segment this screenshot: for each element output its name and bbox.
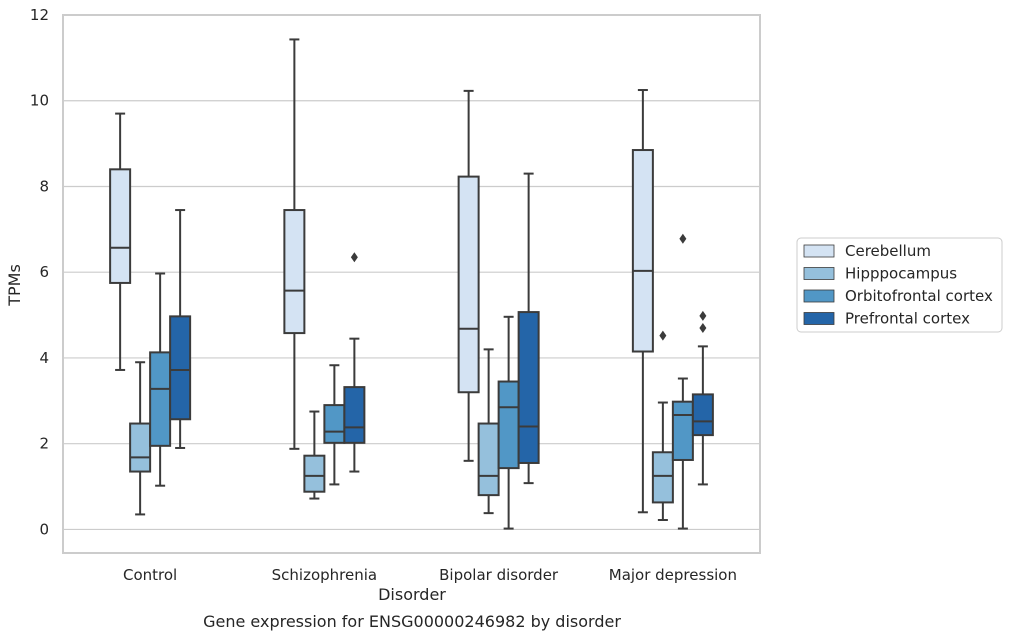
box-plot	[149, 272, 172, 487]
box	[517, 311, 540, 464]
y-tick-label: 6	[39, 263, 49, 281]
box	[149, 351, 172, 447]
box-plot	[671, 233, 694, 530]
box-plot	[323, 364, 346, 486]
box-plot	[169, 209, 192, 449]
y-tick-label: 12	[30, 6, 49, 24]
box-plot	[651, 330, 674, 521]
legend-swatch	[803, 289, 835, 303]
legend-swatch	[803, 267, 835, 280]
box-plot	[477, 348, 500, 515]
chart-caption: Gene expression for ENSG00000246982 by d…	[203, 612, 621, 631]
legend-label: Cerebellum	[845, 242, 931, 260]
box-plot	[691, 310, 714, 486]
box	[671, 400, 694, 461]
box	[169, 315, 192, 421]
outlier-point	[659, 330, 667, 341]
box	[651, 451, 674, 504]
x-tick-label: Control	[123, 566, 177, 584]
box	[303, 454, 326, 493]
box-plot	[517, 172, 540, 485]
plot-frame	[62, 14, 761, 554]
y-tick-label: 8	[39, 177, 49, 195]
box	[631, 149, 654, 353]
outlier-point	[679, 233, 687, 244]
box	[323, 404, 346, 444]
legend: Cerebellum Hipppocampus Orbitofrontal cort…	[796, 237, 1003, 333]
box	[477, 422, 500, 497]
outlier-point	[350, 252, 358, 263]
legend-swatch	[803, 244, 835, 258]
legend-label: Orbitofrontal cortex	[845, 287, 993, 305]
y-tick-labels: 0 2 4 6 8 10 12	[30, 6, 49, 538]
box	[129, 422, 152, 473]
box-plot	[343, 252, 366, 473]
box	[497, 380, 520, 470]
outlier-point	[699, 310, 707, 321]
box	[343, 386, 366, 444]
box	[691, 393, 714, 437]
y-tick-label: 10	[30, 92, 49, 110]
x-tick-label: Schizophrenia	[272, 566, 377, 584]
y-tick-label: 2	[39, 435, 49, 453]
y-tick-label: 0	[39, 520, 49, 538]
legend-swatch	[803, 312, 835, 325]
y-tick-label: 4	[39, 349, 49, 367]
box-plot	[631, 89, 654, 514]
y-axis-label: TPMs	[5, 264, 24, 307]
legend-frame	[796, 237, 1003, 333]
box	[109, 168, 132, 284]
outlier-point	[699, 322, 707, 333]
box-plot	[129, 361, 152, 516]
box	[457, 175, 480, 394]
x-tick-label: Major depression	[609, 566, 737, 584]
x-axis-label: Disorder	[378, 585, 446, 604]
x-tick-labels: Control Schizophrenia Bipolar disorder Majo…	[123, 566, 737, 584]
box-plots	[109, 38, 714, 530]
box-plot	[283, 38, 306, 450]
box-plot	[303, 410, 326, 500]
box-plot	[109, 112, 132, 371]
legend-label: Hipppocampus	[845, 265, 957, 283]
box-plot	[457, 89, 480, 462]
legend-label: Prefrontal cortex	[845, 310, 970, 328]
x-tick-label: Bipolar disorder	[439, 566, 559, 584]
box-plot	[497, 315, 520, 530]
box	[283, 209, 306, 335]
